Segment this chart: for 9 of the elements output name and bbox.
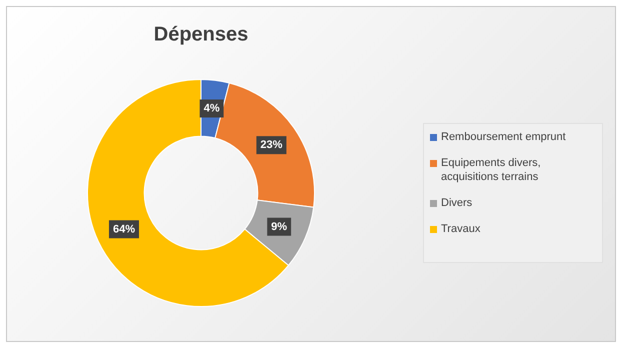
data-label: 23% (260, 139, 283, 152)
legend-label: Equipements divers, acquisitions terrains (441, 156, 542, 184)
chart-title: Dépenses (154, 24, 248, 46)
legend-label: Travaux (441, 222, 480, 236)
data-label: 64% (112, 223, 136, 236)
legend-label: Remboursement emprunt (441, 130, 566, 144)
data-label: 4% (204, 102, 220, 115)
data-label: 9% (271, 220, 288, 233)
legend-label: Divers (441, 196, 472, 210)
